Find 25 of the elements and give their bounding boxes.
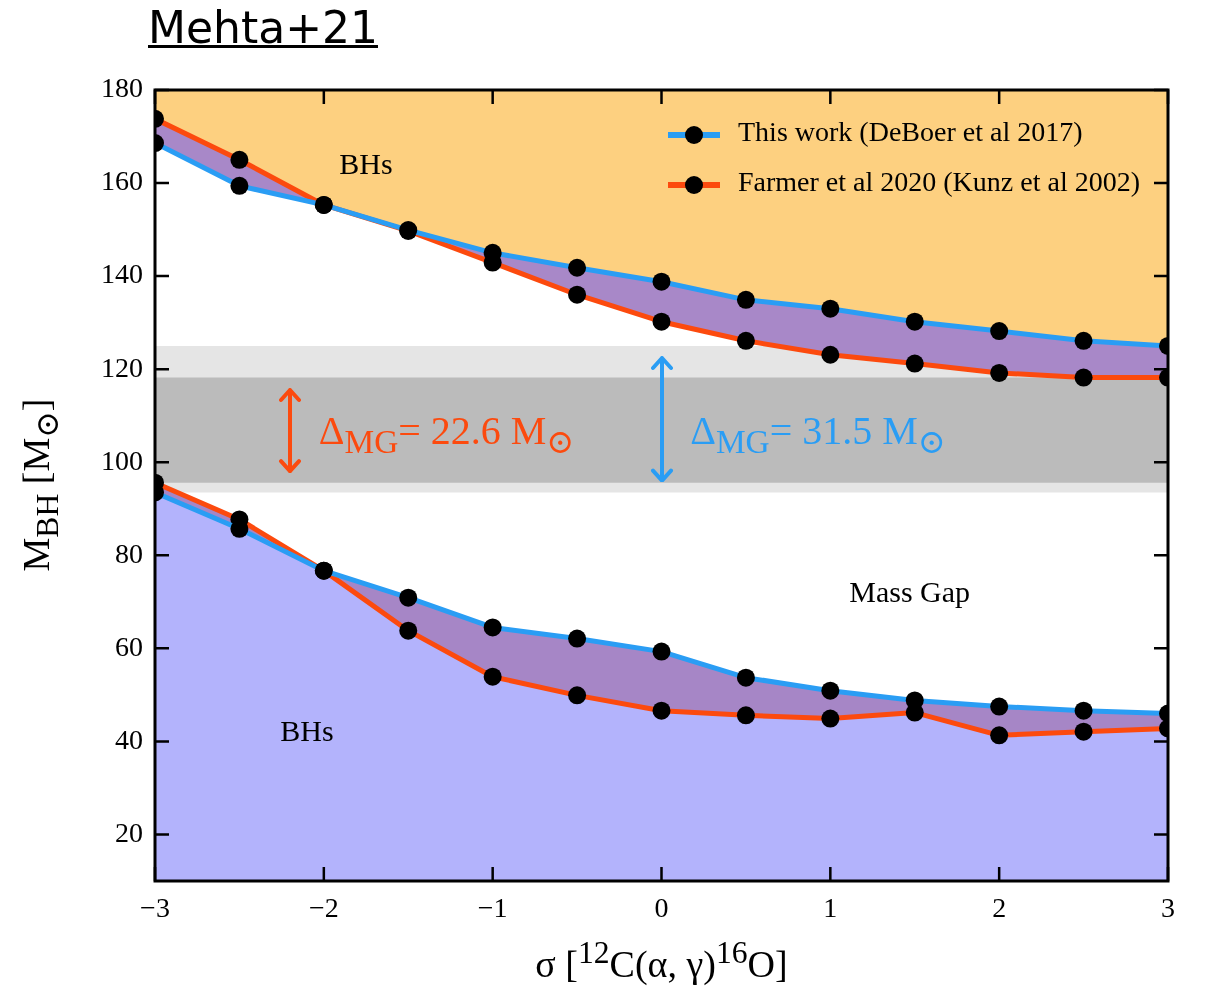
annotation: Δ$_{MG}$= 31.5 M$_{⊙}$ [690,406,946,461]
annotation: Mass Gap [849,574,971,609]
x-tick-label: 0 [654,892,669,924]
y-tick-label: 40 [115,723,143,755]
y-tick-label: 140 [101,258,143,290]
legend-label: Farmer et al 2020 (Kunz et al 2002) [737,165,1140,199]
x-tick-label: 1 [823,892,838,924]
y-tick-label: 160 [101,165,143,197]
y-tick-label: 20 [115,816,143,848]
y-tick-label: 120 [101,351,143,383]
x-tick-label: 2 [992,892,1007,924]
annotation: BHs [280,713,334,748]
chart-title: Mehta+21 [148,2,378,53]
x-tick-label: −2 [308,892,339,924]
legend-label: This work (DeBoer et al 2017) [737,115,1084,149]
annotation: Δ$_{MG}$= 22.6 M$_{⊙}$ [318,406,575,461]
x-tick-label: −3 [140,892,170,924]
y-tick-label: 180 [101,72,143,104]
x-axis-title: σ [$^{12}$C(α, γ)$^{16}$O] [534,935,789,986]
x-tick-label: 3 [1161,892,1175,924]
y-tick-label: 80 [115,537,143,569]
annotation: BHs [339,147,393,182]
x-tick-label: −1 [477,892,508,924]
y-tick-label: 100 [101,444,143,476]
y-tick-label: 60 [115,630,143,662]
